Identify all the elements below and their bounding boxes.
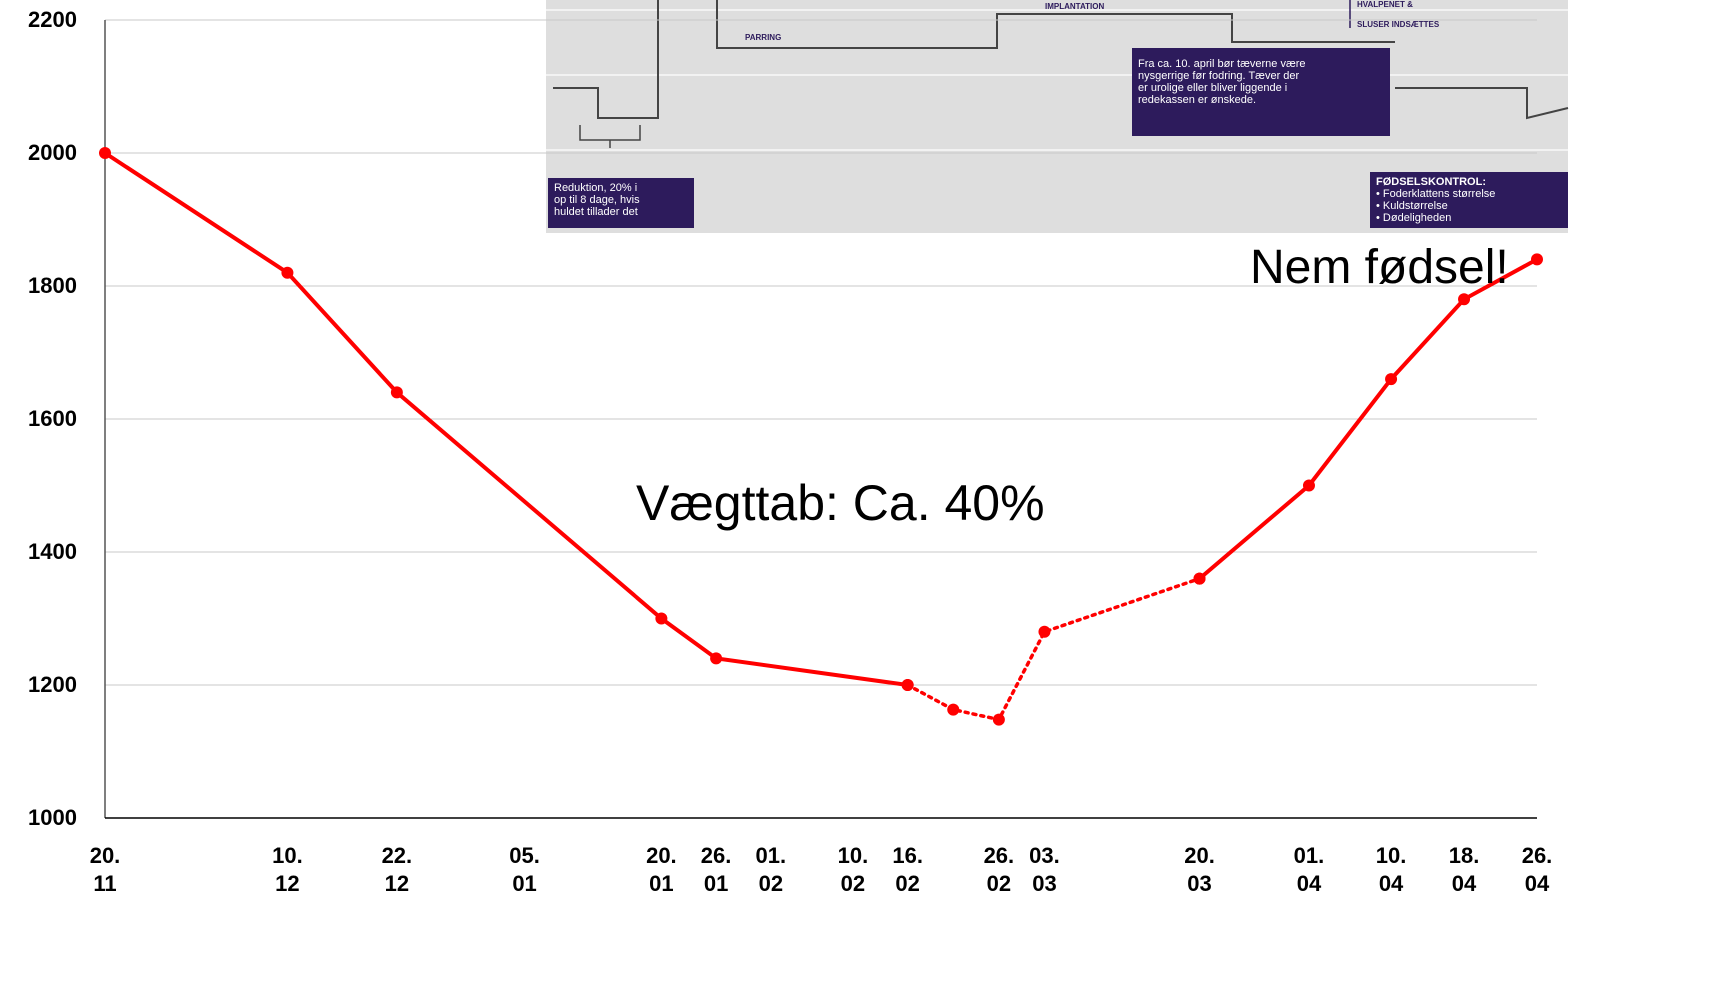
x-tick-label: 10. 12 — [272, 843, 303, 896]
y-tick-label: 1000 — [28, 805, 77, 830]
marker — [390, 386, 403, 399]
marker — [281, 266, 294, 279]
marker — [655, 612, 668, 625]
marker — [947, 703, 960, 716]
x-tick-label: 20. 01 — [646, 843, 677, 896]
inset-picture — [546, 0, 1569, 233]
marker — [1302, 479, 1315, 492]
x-tick-label: 26. 02 — [983, 843, 1015, 896]
note-line: • Kuldstørrelse — [1376, 200, 1448, 212]
inset-curve — [716, 0, 1395, 49]
inset-note: Reduktion, 20% i op til 8 dage, hvis hul… — [548, 178, 694, 228]
annotation: Vægttab: Ca. 40% — [636, 475, 1045, 531]
y-tick-label: 1800 — [28, 273, 77, 298]
x-tick-label: 10. 04 — [1375, 843, 1407, 896]
x-tick-label: 03. 03 — [1029, 843, 1060, 896]
note-line: • Dødeligheden — [1376, 212, 1452, 224]
inset-label: PARRING — [745, 33, 782, 42]
marker — [1531, 253, 1543, 266]
marker — [992, 713, 1005, 726]
annotation: Nem fødsel! — [1250, 241, 1509, 294]
note-line: op til 8 dage, hvis — [554, 194, 640, 206]
x-tick-label: 10. 02 — [837, 843, 869, 896]
inset-curve — [1395, 87, 1569, 120]
x-tick-label: 01. 04 — [1293, 843, 1325, 896]
x-tick-label: 18. 04 — [1448, 843, 1480, 896]
note-line: huldet tillader det — [554, 206, 638, 218]
inset-label: SLUSER INDSÆTTES — [1357, 20, 1440, 29]
y-tick-label: 1200 — [28, 672, 77, 697]
marker — [1458, 293, 1471, 306]
inset-note: FØDSELSKONTROL: • Foderklattens størrels… — [1370, 172, 1568, 228]
x-tick-label: 01. 02 — [755, 843, 787, 896]
x-tick-label: 16. 02 — [892, 843, 923, 896]
y-tick-label: 1600 — [28, 406, 77, 431]
x-tick-label: 26. 04 — [1521, 843, 1553, 896]
x-tick-label: 20. 11 — [89, 843, 121, 896]
note-line: nysgerrige før fodring. Tæver der — [1138, 70, 1300, 82]
x-tick-label: 05. 01 — [509, 843, 540, 896]
inset-label: IMPLANTATION — [1045, 2, 1105, 11]
inset-curve — [553, 0, 659, 119]
line — [103, 151, 908, 687]
marker — [99, 147, 111, 159]
y-tick-label: 1400 — [28, 539, 77, 564]
inset-brace — [579, 125, 641, 148]
y-tick-label: 2200 — [28, 7, 77, 32]
inset-note: Fra ca. 10. april bør tæverne være nysge… — [1132, 48, 1390, 136]
marker — [1038, 625, 1051, 638]
marker — [710, 652, 723, 665]
note-line: • Foderklattens størrelse — [1376, 188, 1496, 200]
line — [905, 576, 1202, 722]
note-line: redekassen er ønskede. — [1138, 94, 1257, 106]
x-tick-label: 22. 12 — [381, 843, 413, 896]
marker — [1193, 572, 1206, 585]
inset-label: HVALPENET & — [1357, 0, 1413, 9]
note-line: Fra ca. 10. april bør tæverne være — [1138, 58, 1306, 70]
note-line: Reduktion, 20% i — [554, 182, 638, 194]
marker — [901, 679, 914, 691]
note-line: er urolige eller bliver liggende i — [1138, 82, 1288, 94]
x-tick-label: 26. 01 — [700, 843, 732, 896]
y-tick-label: 2000 — [28, 140, 77, 165]
note-line: FØDSELSKONTROL: — [1376, 176, 1486, 188]
x-tick-label: 20. 03 — [1184, 843, 1215, 896]
marker — [1385, 373, 1398, 386]
